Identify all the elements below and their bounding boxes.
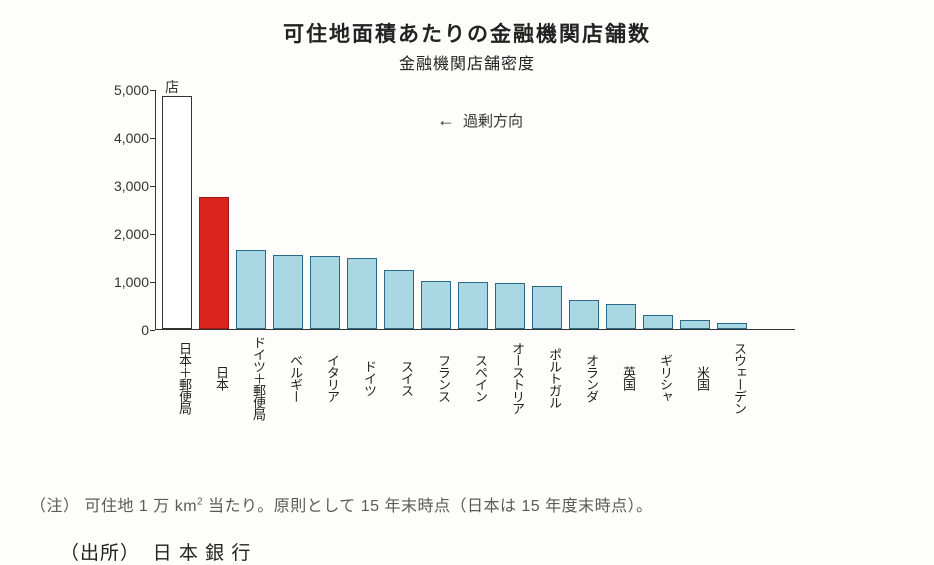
x-axis-label: 日本＋郵便局 — [161, 334, 191, 420]
y-axis-tick: 3,000 — [93, 178, 149, 194]
bar-chart: 店 01,0002,0003,0004,0005,000 日本＋郵便局日本ドイツ… — [85, 80, 845, 380]
x-axis-label: オーストリア — [494, 334, 524, 420]
source-text: 日 本 銀 行 — [153, 543, 252, 564]
bar — [606, 304, 636, 329]
x-axis-label: 米国 — [679, 334, 709, 420]
y-axis-tick: 4,000 — [93, 130, 149, 146]
y-axis-tick: 5,000 — [93, 82, 149, 98]
footnote-text-a: 可住地 1 万 km — [84, 498, 197, 515]
bar — [236, 250, 266, 329]
x-axis-label: イタリア — [309, 334, 339, 420]
chart-footnote: （注） 可住地 1 万 km2 当たり。原則として 15 年末時点（日本は 15… — [30, 492, 904, 516]
annotation-text: 過剰方向 — [463, 110, 523, 131]
direction-annotation: ← 過剰方向 — [437, 110, 523, 131]
x-axis-label: スイス — [383, 334, 413, 420]
x-axis-label: ポルトガル — [531, 334, 561, 420]
footnote-text-b: 当たり。原則として 15 年末時点（日本は 15 年度末時点）。 — [203, 498, 653, 515]
chart-source: （出所） 日 本 銀 行 — [60, 538, 904, 565]
y-axis-tick: 0 — [93, 322, 149, 338]
bar — [384, 270, 414, 329]
y-axis-tick: 2,000 — [93, 226, 149, 242]
bar — [680, 320, 710, 329]
bar — [569, 300, 599, 329]
bar — [458, 282, 488, 329]
bar — [421, 281, 451, 329]
footnote-prefix: （注） — [30, 498, 80, 515]
x-axis-label: ギリシャ — [642, 334, 672, 420]
bar — [717, 323, 747, 329]
bar — [273, 255, 303, 329]
bar — [162, 96, 192, 329]
bar — [199, 197, 229, 329]
x-axis-label: ベルギー — [272, 334, 302, 420]
chart-subtitle: 金融機関店舗密度 — [30, 50, 904, 74]
chart-title: 可住地面積あたりの金融機関店舗数 — [30, 18, 904, 48]
bar — [532, 286, 562, 329]
x-axis-labels: 日本＋郵便局日本ドイツ＋郵便局ベルギーイタリアドイツスイスフランススペインオース… — [155, 334, 795, 420]
x-axis-label: ドイツ＋郵便局 — [235, 334, 265, 420]
bar — [347, 258, 377, 329]
x-axis-label: オランダ — [568, 334, 598, 420]
x-axis-label: フランス — [420, 334, 450, 420]
y-axis-tick: 1,000 — [93, 274, 149, 290]
x-axis-label: 日本 — [198, 334, 228, 420]
bar — [310, 256, 340, 329]
x-axis-label: スペイン — [457, 334, 487, 420]
x-axis-label: 英国 — [605, 334, 635, 420]
bar — [643, 315, 673, 329]
x-axis-label: スウェーデン — [716, 334, 746, 420]
source-prefix: （出所） — [60, 543, 140, 564]
bar — [495, 283, 525, 329]
x-axis-label: ドイツ — [346, 334, 376, 420]
arrow-left-icon: ← — [437, 110, 451, 131]
